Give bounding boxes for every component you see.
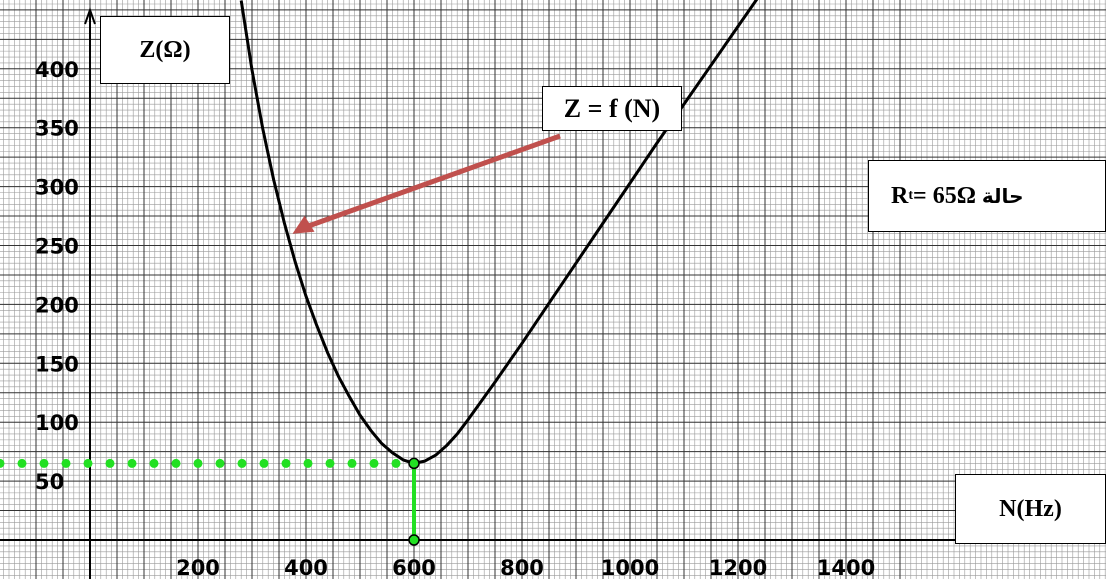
resonance-point [408,457,420,470]
resistance-subscript: t [908,188,914,203]
x-tick-label: 1200 [709,556,767,579]
curve-label: Z = f (N) [542,86,682,131]
resistance-symbol: R [891,182,909,209]
y-axis-arrow [84,7,96,25]
x-tick-label: 200 [176,556,220,579]
y-axis-label: Z(Ω) [100,16,230,84]
x-tick-label: 600 [392,556,436,579]
resistance-value: = 65Ω [913,182,976,209]
y-tick-label: 200 [35,293,79,317]
condition-word: حالة [981,184,1024,208]
y-tick-label: 250 [35,235,79,259]
x-tick-label: 800 [500,556,544,579]
annotation-arrow-shaft [305,133,561,230]
x-tick-label: 1400 [817,556,875,579]
y-tick-label: 400 [35,58,79,82]
annotation-arrow-head [292,215,315,234]
x-tick-label: 1000 [601,556,659,579]
y-tick-label: 100 [35,411,79,435]
y-tick-label: 150 [35,352,79,376]
y-tick-label: 50 [35,470,64,494]
x-axis-label: N(Hz) [955,474,1106,544]
y-tick-label: 300 [35,176,79,200]
resonance-axis-point [408,534,420,546]
y-tick-label: 350 [35,117,79,141]
x-tick-label: 400 [284,556,328,579]
